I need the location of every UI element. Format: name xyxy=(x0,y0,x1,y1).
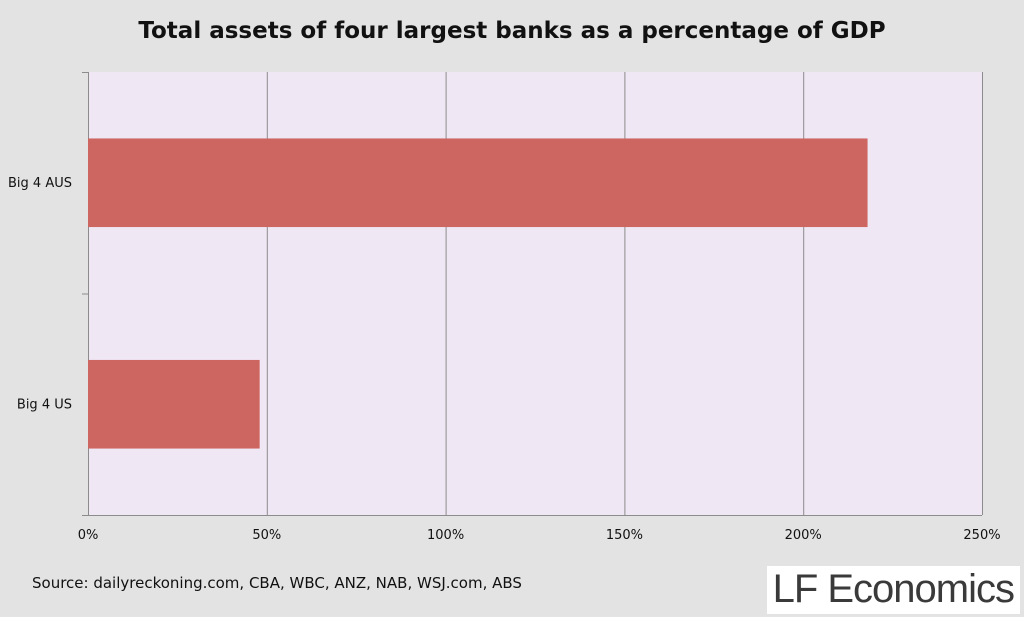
source-note: Source: dailyreckoning.com, CBA, WBC, AN… xyxy=(32,574,522,592)
x-tick-label: 100% xyxy=(427,528,464,543)
brand-logo: LF Economics xyxy=(766,566,1020,614)
x-tick-label: 0% xyxy=(78,528,99,543)
x-tick-label: 200% xyxy=(785,528,822,543)
y-tick-label: Big 4 US xyxy=(17,397,72,412)
bar xyxy=(88,359,260,449)
bar xyxy=(88,138,868,228)
x-tick-label: 250% xyxy=(963,528,1000,543)
chart-title: Total assets of four largest banks as a … xyxy=(138,18,886,44)
x-tick-label: 150% xyxy=(606,528,643,543)
x-tick-label: 50% xyxy=(252,528,281,543)
y-tick-label: Big 4 AUS xyxy=(8,176,72,191)
